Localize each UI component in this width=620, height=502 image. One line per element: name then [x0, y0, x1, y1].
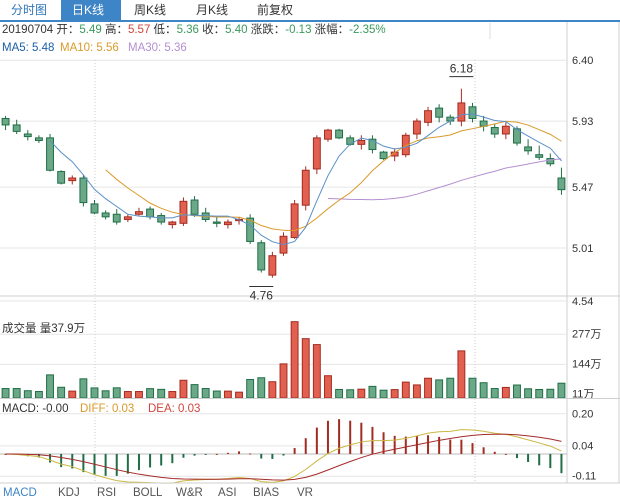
svg-text:5.47: 5.47 — [572, 182, 593, 194]
svg-text:-0.11: -0.11 — [572, 471, 596, 483]
svg-text:RSI: RSI — [97, 487, 116, 499]
svg-text:0.04: 0.04 — [572, 440, 593, 452]
svg-text:MA5: 5.48: MA5: 5.48 — [2, 42, 54, 54]
svg-text:MA30: 5.36: MA30: 5.36 — [128, 42, 187, 54]
svg-text:4.54: 4.54 — [572, 296, 593, 308]
svg-text:KDJ: KDJ — [58, 487, 80, 499]
svg-text:DIFF: 0.03: DIFF: 0.03 — [80, 403, 134, 415]
svg-text:5.93: 5.93 — [572, 116, 593, 128]
svg-text:DEA: 0.03: DEA: 0.03 — [148, 403, 200, 415]
svg-text:6.40: 6.40 — [572, 55, 593, 67]
svg-text:0.20: 0.20 — [572, 408, 593, 420]
svg-text:VR: VR — [297, 487, 313, 499]
svg-text:周K线: 周K线 — [134, 3, 166, 17]
svg-text:日K线: 日K线 — [72, 3, 104, 17]
svg-text:前复权: 前复权 — [257, 2, 293, 17]
svg-text:ASI: ASI — [218, 487, 237, 499]
svg-text:BIAS: BIAS — [253, 487, 280, 499]
svg-text:20190704 开：5.49 高：5.57 低：5.36: 20190704 开：5.49 高：5.57 低：5.36 收：5.40 涨跌：… — [2, 22, 386, 36]
svg-text:分时图: 分时图 — [11, 3, 47, 17]
svg-text:月K线: 月K线 — [196, 3, 228, 17]
svg-text:5.01: 5.01 — [572, 243, 593, 255]
svg-text:MACD: -0.00: MACD: -0.00 — [2, 403, 68, 415]
svg-text:6.18: 6.18 — [450, 62, 474, 76]
svg-text:BOLL: BOLL — [133, 487, 163, 499]
svg-text:W&R: W&R — [176, 487, 203, 499]
svg-text:MA10: 5.56: MA10: 5.56 — [60, 42, 119, 54]
svg-text:MACD: MACD — [3, 487, 37, 499]
svg-text:277万: 277万 — [572, 329, 601, 341]
svg-text:成交量 量37.9万: 成交量 量37.9万 — [2, 321, 85, 335]
svg-text:144万: 144万 — [572, 359, 601, 371]
svg-text:4.76: 4.76 — [250, 289, 274, 303]
